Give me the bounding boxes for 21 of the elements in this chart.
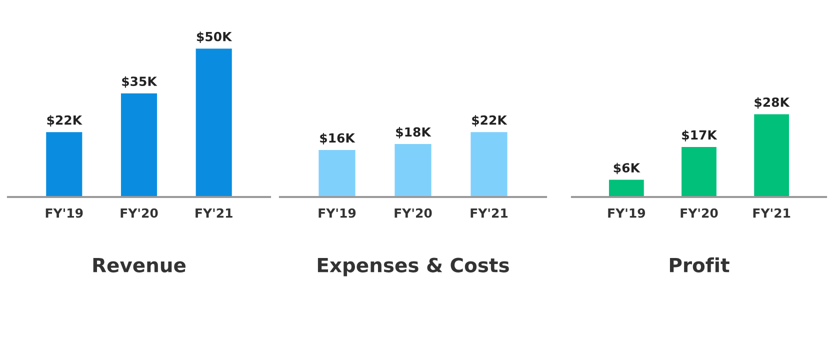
x-tick-label: FY'21 — [196, 208, 232, 218]
x-tick-label: FY'20 — [120, 208, 158, 218]
text: Revenue — [93, 258, 186, 272]
data-label: $18K — [396, 127, 432, 138]
x-tick-label: FY'21 — [753, 208, 790, 218]
text: Profit — [670, 257, 730, 272]
x-tick-label: FY'21 — [470, 208, 508, 218]
x-tick-label: FY'19 — [318, 208, 356, 218]
data-label: $50K — [196, 32, 232, 43]
data-label: $35K — [122, 76, 158, 88]
x-tick-label: FY'20 — [394, 208, 432, 218]
x-tick-label: FY'20 — [680, 208, 718, 218]
x-tick-label: FY'19 — [46, 208, 83, 218]
data-label: $22K — [47, 115, 82, 126]
data-label: $6K — [614, 162, 640, 174]
data-label: $28K — [754, 97, 790, 109]
x-tick-label: FY'19 — [608, 208, 646, 218]
data-label: $16K — [320, 133, 356, 144]
text: Expenses & Costs — [318, 258, 509, 276]
data-label: $17K — [682, 130, 718, 142]
data-label: $22K — [472, 115, 508, 126]
